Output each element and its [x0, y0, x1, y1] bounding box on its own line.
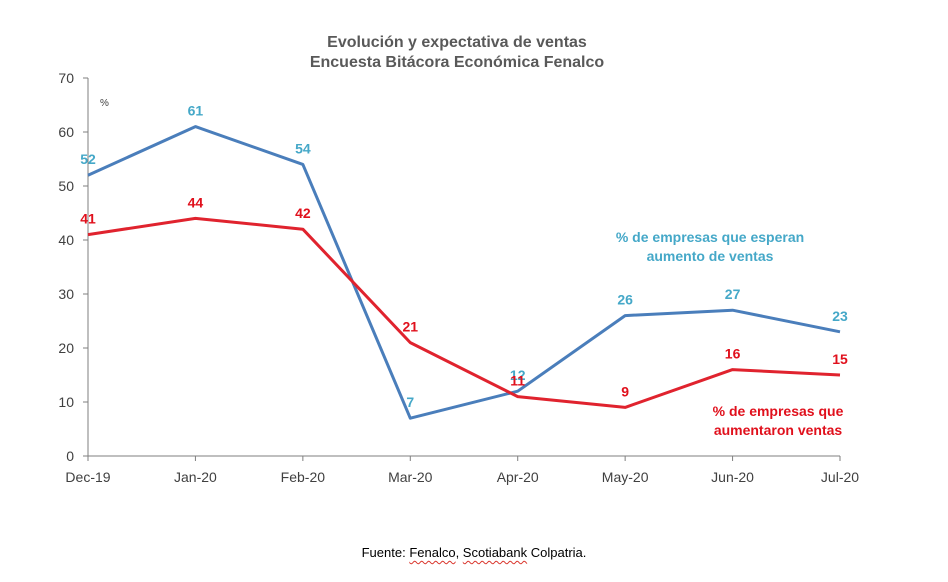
- y-tick-label: 10: [58, 394, 74, 410]
- series-line-1: [87, 125, 841, 420]
- series-line-2: [87, 216, 841, 409]
- data-label-series-1: 27: [725, 286, 741, 302]
- data-label-series-1: 7: [406, 394, 414, 410]
- data-label-series-1: 26: [617, 292, 633, 308]
- x-tick-label: Apr-20: [497, 469, 539, 485]
- data-label-series-1: 52: [80, 151, 96, 167]
- chart-subtitle: Encuesta Bitácora Económica Fenalco: [310, 54, 605, 71]
- x-tick-label: Mar-20: [388, 469, 433, 485]
- data-label-series-1: 23: [832, 308, 848, 324]
- x-tick-label: Jun-20: [711, 469, 754, 485]
- legend-text-series-1: % de empresas que esperan: [616, 229, 804, 245]
- source-part-2: Scotiabank: [462, 545, 528, 560]
- y-tick-label: 50: [58, 178, 74, 194]
- legend-text-series-1: aumento de ventas: [647, 248, 774, 264]
- source-prefix: Fuente:: [361, 545, 410, 560]
- x-tick-label: Feb-20: [281, 469, 326, 485]
- data-label-series-2: 9: [621, 383, 629, 399]
- data-label-series-1: 12: [510, 367, 526, 383]
- data-label-series-2: 21: [402, 319, 418, 335]
- chart-title: Evolución y expectativa de ventas: [327, 34, 587, 51]
- y-tick-label: 40: [58, 232, 74, 248]
- data-label-series-2: 16: [725, 346, 741, 362]
- y-unit-label: %: [100, 98, 109, 109]
- legend-text-series-2: % de empresas que: [713, 403, 844, 419]
- data-label-series-2: 42: [295, 205, 311, 221]
- y-tick-label: 30: [58, 286, 74, 302]
- data-label-series-2: 44: [188, 194, 204, 210]
- y-tick-label: 70: [58, 70, 74, 86]
- data-label-series-2: 11: [510, 373, 525, 389]
- y-tick-label: 60: [58, 124, 74, 140]
- x-tick-label: May-20: [602, 469, 649, 485]
- legend-text-series-2: aumentaron ventas: [714, 422, 843, 438]
- data-label-series-2: 41: [80, 211, 96, 227]
- axes: 0 10 20 30 40 50 60 70 Dec-19 Jan-20 Feb-20 Mar-20 A…: [58, 70, 859, 485]
- x-tick-label: Dec-19: [65, 469, 110, 485]
- data-labels: 52 61 54 7 12 26 27 23 41 44 42 21 11 9 16 15: [80, 103, 848, 411]
- source-separator: ,: [455, 545, 463, 560]
- x-tick-label: Jul-20: [821, 469, 859, 485]
- source-suffix: Colpatria.: [527, 545, 587, 560]
- data-label-series-1: 54: [295, 140, 311, 156]
- data-label-series-1: 61: [188, 103, 204, 119]
- data-label-series-2: 15: [832, 351, 848, 367]
- x-tick-label: Jan-20: [174, 469, 217, 485]
- y-tick-label: 20: [58, 340, 74, 356]
- y-tick-label: 0: [66, 448, 74, 464]
- series-layer: [87, 125, 841, 420]
- source-note: Fuente: Fenalco, Scotiabank Colpatria.: [0, 545, 948, 560]
- source-part-1: Fenalco: [409, 545, 456, 560]
- legend: % de empresas que esperan aumento de vent…: [616, 229, 844, 438]
